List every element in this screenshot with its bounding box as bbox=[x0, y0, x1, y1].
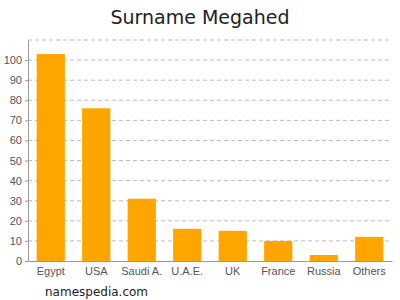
y-axis-line bbox=[28, 41, 29, 262]
y-tick-mark bbox=[25, 201, 28, 202]
x-tick: Egypt bbox=[37, 265, 65, 277]
bar bbox=[355, 237, 383, 261]
y-tick-mark bbox=[25, 261, 28, 262]
plot-top-line bbox=[28, 40, 392, 41]
y-tick: 100 bbox=[4, 54, 28, 66]
x-tick-label: Egypt bbox=[37, 265, 65, 277]
y-tick-mark bbox=[25, 181, 28, 182]
y-tick-mark bbox=[25, 221, 28, 222]
bar bbox=[128, 199, 156, 261]
x-tick-label: Russia bbox=[307, 265, 342, 277]
y-tick-mark bbox=[25, 241, 28, 242]
y-tick-label: 40 bbox=[10, 175, 22, 187]
y-tick-label: 100 bbox=[4, 54, 22, 66]
x-tick: Saudi A. bbox=[121, 265, 162, 277]
grid-line bbox=[28, 100, 392, 101]
bars bbox=[37, 54, 384, 261]
y-tick: 0 bbox=[16, 255, 28, 267]
x-tick: Russia bbox=[307, 265, 342, 277]
y-tick: 20 bbox=[10, 215, 28, 227]
y-tick-mark bbox=[25, 161, 28, 162]
x-tick-label: Saudi A. bbox=[121, 265, 162, 277]
y-tick: 70 bbox=[10, 114, 28, 126]
grid-line bbox=[28, 60, 392, 61]
bar bbox=[173, 229, 201, 261]
x-tick-label: USA bbox=[85, 265, 108, 277]
x-axis-line bbox=[29, 261, 393, 262]
y-tick-mark bbox=[25, 100, 28, 101]
y-tick-label: 50 bbox=[10, 155, 22, 167]
y-tick: 10 bbox=[10, 235, 28, 247]
y-tick-label: 80 bbox=[10, 94, 22, 106]
y-tick: 40 bbox=[10, 175, 28, 187]
bar bbox=[82, 108, 110, 261]
x-tick: U.A.E. bbox=[171, 265, 203, 277]
x-tick: UK bbox=[225, 265, 241, 277]
x-axis: Egypt USA Saudi A. U.A.E. UK France Russia Othe… bbox=[29, 262, 393, 277]
chart: 0 10 20 30 40 50 60 70 80 90 100 Egypt USA Saudi A. U.… bbox=[0, 0, 400, 300]
y-tick-label: 60 bbox=[10, 134, 22, 146]
y-tick: 50 bbox=[10, 155, 28, 167]
caption: namespedia.com bbox=[45, 285, 148, 299]
y-axis: 0 10 20 30 40 50 60 70 80 90 100 bbox=[4, 41, 29, 268]
x-tick: USA bbox=[85, 265, 108, 277]
bar bbox=[37, 54, 65, 261]
y-tick-label: 70 bbox=[10, 114, 22, 126]
x-tick-label: Others bbox=[353, 265, 387, 277]
x-tick-label: UK bbox=[225, 265, 241, 277]
y-tick-mark bbox=[25, 120, 28, 121]
y-tick: 30 bbox=[10, 195, 28, 207]
title: Surname Megahed bbox=[110, 6, 289, 28]
y-tick: 90 bbox=[10, 74, 28, 86]
x-tick: France bbox=[261, 265, 295, 277]
y-tick-mark bbox=[25, 80, 28, 81]
y-tick-label: 20 bbox=[10, 215, 22, 227]
x-tick-label: France bbox=[261, 265, 295, 277]
y-tick: 60 bbox=[10, 134, 28, 146]
y-tick-mark bbox=[25, 60, 28, 61]
x-tick: Others bbox=[353, 265, 387, 277]
y-tick-label: 30 bbox=[10, 195, 22, 207]
plot: 0 10 20 30 40 50 60 70 80 90 100 Egypt USA Saudi A. U.… bbox=[4, 40, 393, 277]
bar bbox=[264, 241, 292, 261]
y-tick-mark bbox=[25, 140, 28, 141]
bar bbox=[310, 255, 338, 261]
y-tick-label: 10 bbox=[10, 235, 22, 247]
y-tick-label: 0 bbox=[16, 255, 22, 267]
y-tick-label: 90 bbox=[10, 74, 22, 86]
y-tick: 80 bbox=[10, 94, 28, 106]
bar bbox=[219, 231, 247, 261]
grid-line bbox=[28, 80, 392, 81]
x-tick-label: U.A.E. bbox=[171, 265, 203, 277]
